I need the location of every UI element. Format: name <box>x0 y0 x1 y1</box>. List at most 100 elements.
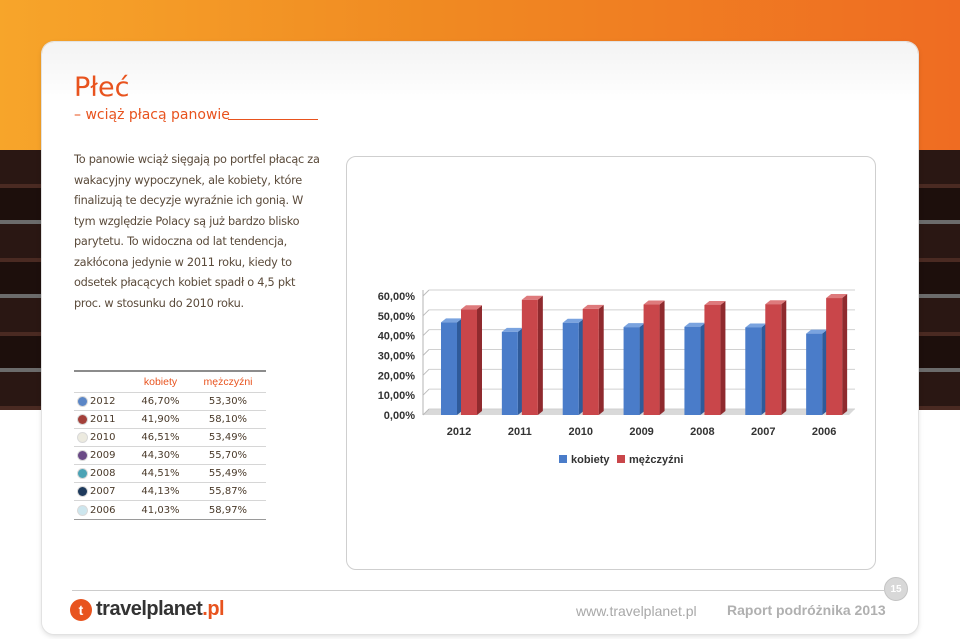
row-men-value: 58,10% <box>208 414 248 425</box>
row-year: 2006 <box>90 504 116 516</box>
bar-side-mężczyźni <box>477 305 482 415</box>
bar-top-mężczyźni <box>521 295 543 300</box>
gridline-connector <box>422 368 430 376</box>
bar-top-mężczyźni <box>461 305 482 310</box>
logo-text: travelplanet.pl <box>96 598 225 620</box>
row-men-value: 55,87% <box>208 486 248 497</box>
bar-side-mężczyźni <box>781 300 787 415</box>
gridline-connector <box>422 309 430 317</box>
row-women-value: 44,51% <box>141 468 180 479</box>
y-tick-label: 20,00% <box>378 370 416 382</box>
row-women-value: 46,51% <box>141 432 180 443</box>
bar-top-kobiety <box>745 323 767 328</box>
subtitle-block: – wciąż płacą panowie <box>74 106 324 126</box>
row-women-value: 44,30% <box>141 450 180 461</box>
table-row: 2006 41,03% 58,97% <box>74 500 266 520</box>
bar-side-mężczyźni <box>720 300 726 415</box>
gridline-connector <box>422 408 430 416</box>
bar-top-kobiety <box>623 323 645 328</box>
bar-mężczyźni <box>826 298 843 415</box>
row-women-value: 44,13% <box>141 486 180 497</box>
y-tick-label: 30,00% <box>378 351 416 363</box>
x-tick-label: 2011 <box>508 426 532 438</box>
year-color-dot <box>74 487 90 496</box>
footer-report-title: Raport podróżnika 2013 <box>727 602 886 618</box>
gridline-connector <box>422 388 430 396</box>
legend-swatch <box>617 455 625 463</box>
x-tick-label: 2007 <box>751 426 775 438</box>
bar-side-mężczyźni <box>659 300 665 415</box>
header-men: mężczyźni <box>203 376 253 388</box>
footer-url[interactable]: www.travelplanet.pl <box>576 603 697 619</box>
bar-mężczyźni <box>582 308 599 415</box>
bar-side-mężczyźni <box>537 295 543 415</box>
bar-top-mężczyźni <box>704 300 726 305</box>
bar-top-kobiety <box>501 327 523 332</box>
year-color-dot <box>74 469 90 478</box>
row-men-value: 53,49% <box>208 432 248 443</box>
bar-side-kobiety <box>700 322 706 415</box>
row-year: 2007 <box>90 486 116 497</box>
bar-kobiety <box>562 322 579 415</box>
bar-kobiety <box>745 327 762 415</box>
bar-side-mężczyźni <box>598 304 604 415</box>
year-color-dot <box>74 433 90 442</box>
year-color-dot <box>74 451 90 460</box>
bar-top-kobiety <box>684 322 706 327</box>
x-tick-label: 2009 <box>629 426 653 438</box>
gridline-connector <box>422 329 430 337</box>
body-paragraph: To panowie wciąż sięgają po portfel płac… <box>74 153 320 310</box>
chart-container: 0,00% 10,00% 20,00% 30,00% 40,00% 50,00% 60,00… <box>346 156 876 570</box>
row-year: 2010 <box>90 432 116 443</box>
bar-mężczyźni <box>521 299 538 415</box>
bar-side-mężczyźni <box>842 294 848 415</box>
logo-mark-icon: t <box>70 598 92 621</box>
row-year: 2008 <box>90 468 116 479</box>
travelplanet-logo[interactable]: t travelplanet.pl <box>70 598 225 621</box>
footer-divider <box>72 590 884 591</box>
bar-top-mężczyźni <box>826 294 848 299</box>
bar-side-kobiety <box>761 323 767 415</box>
y-tick-label: 0,00% <box>384 410 415 422</box>
table-row: 2011 41,90% 58,10% <box>74 410 266 428</box>
bar-kobiety <box>806 333 823 415</box>
gridline-connector <box>422 289 430 297</box>
y-tick-label: 60,00% <box>378 291 416 303</box>
row-men-value: 53,30% <box>208 396 248 407</box>
table-row: 2009 44,30% 55,70% <box>74 446 266 464</box>
bar-top-kobiety <box>806 329 828 334</box>
bar-top-kobiety <box>562 318 584 323</box>
bar-top-mężczyźni <box>643 300 665 305</box>
page-subtitle: – wciąż płacą panowie <box>74 107 230 123</box>
row-year: 2009 <box>90 450 116 461</box>
y-tick-label: 50,00% <box>378 311 416 323</box>
bar-kobiety <box>623 327 640 415</box>
header-women: kobiety <box>143 376 178 388</box>
bar-kobiety <box>684 326 701 415</box>
table-row: 2007 44,13% 55,87% <box>74 482 266 500</box>
year-color-dot <box>74 505 90 515</box>
bar-mężczyźni <box>461 309 477 415</box>
row-men-value: 55,70% <box>208 450 248 461</box>
page-title: Płeć <box>74 72 130 103</box>
row-women-value: 46,70% <box>141 396 180 407</box>
bar-side-kobiety <box>457 318 462 415</box>
x-tick-label: 2012 <box>447 426 471 438</box>
row-women-value: 41,90% <box>141 414 180 425</box>
data-table: kobiety mężczyźni 2012 46,70% 53,30% 2011 41… <box>74 370 266 520</box>
y-tick-label: 40,00% <box>378 331 416 343</box>
row-year: 2011 <box>90 414 116 425</box>
x-tick-label: 2010 <box>568 426 592 438</box>
legend-swatch <box>559 455 567 463</box>
bar-top-mężczyźni <box>765 300 787 305</box>
bar-side-kobiety <box>822 329 828 415</box>
subtitle-underline <box>228 119 318 120</box>
row-men-value: 55,49% <box>208 468 248 479</box>
bar-side-kobiety <box>578 318 584 415</box>
y-tick-label: 10,00% <box>378 390 416 402</box>
page-number-badge: 15 <box>884 577 908 601</box>
bar-side-kobiety <box>639 323 645 415</box>
bar-kobiety <box>501 331 518 415</box>
bar-kobiety <box>441 322 457 415</box>
legend-label: kobiety <box>571 454 610 466</box>
